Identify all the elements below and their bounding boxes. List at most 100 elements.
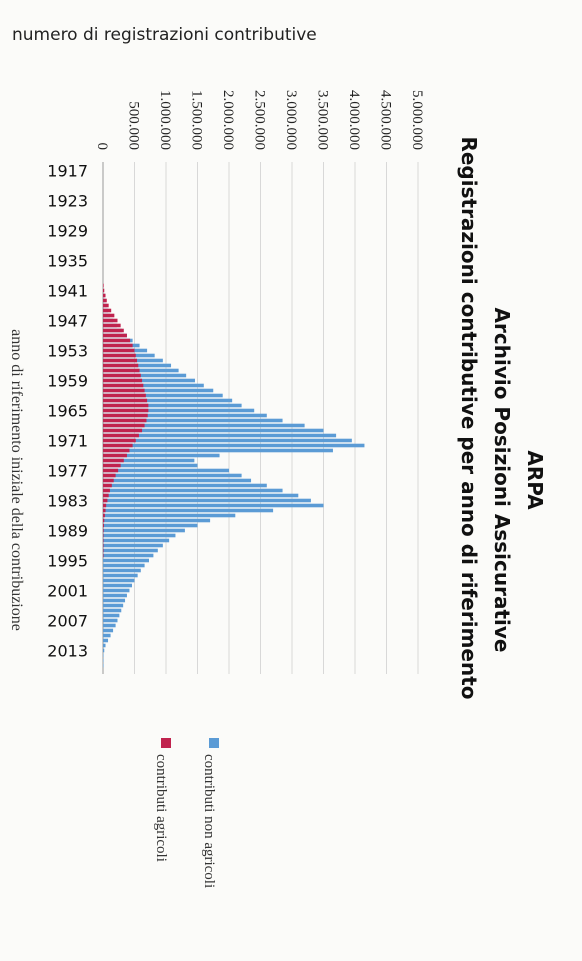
bar-non-agricoli xyxy=(103,488,283,493)
bar-non-agricoli xyxy=(103,503,324,508)
bar-agricoli xyxy=(103,393,146,398)
bar-non-agricoli xyxy=(103,593,127,598)
legend-swatch xyxy=(209,738,219,748)
x-axis-title: anno di riferimento iniziale della contr… xyxy=(8,329,25,631)
y-tick-label: 4.000.000 xyxy=(346,90,362,150)
bar-non-agricoli xyxy=(103,378,195,383)
plot-area xyxy=(102,162,419,674)
bar-non-agricoli xyxy=(103,628,114,633)
bar-agricoli xyxy=(103,483,112,488)
bar-non-agricoli xyxy=(103,443,365,448)
bar-non-agricoli xyxy=(103,398,233,403)
bar-non-agricoli xyxy=(103,473,242,478)
bar-non-agricoli xyxy=(103,643,106,648)
bar-agricoli xyxy=(103,513,105,518)
bar-agricoli xyxy=(103,468,119,473)
bar-agricoli xyxy=(103,508,106,513)
bar-non-agricoli xyxy=(103,553,154,558)
bar-non-agricoli xyxy=(103,573,138,578)
y-tick-label: 0 xyxy=(94,143,110,151)
bar-non-agricoli xyxy=(103,603,124,608)
x-tick-label: 1935 xyxy=(47,252,88,271)
y-tick-label: 4.500.000 xyxy=(378,90,394,150)
bar-non-agricoli xyxy=(103,508,274,513)
bar-non-agricoli xyxy=(103,528,185,533)
bar-non-agricoli xyxy=(103,373,187,378)
bar-agricoli xyxy=(103,418,147,423)
y-tick-label: 2.000.000 xyxy=(220,90,236,150)
y-tick-label: 1.500.000 xyxy=(189,90,205,150)
bar-agricoli xyxy=(103,543,104,548)
y-axis-title: numero di registrazioni contributive xyxy=(12,25,317,45)
bar-non-agricoli xyxy=(103,418,283,423)
x-tick-label: 1929 xyxy=(47,222,88,241)
bar-agricoli xyxy=(103,408,149,413)
chart-text: ARPA Archivio Posizioni Assicurative Regis… xyxy=(8,25,547,888)
bar-non-agricoli xyxy=(103,568,141,573)
bar-non-agricoli xyxy=(103,388,214,393)
bar-agricoli xyxy=(103,378,143,383)
bar-non-agricoli xyxy=(103,483,267,488)
bar-agricoli xyxy=(103,388,145,393)
x-tick-label: 1959 xyxy=(47,372,88,391)
bar-agricoli xyxy=(103,368,140,373)
bar-non-agricoli xyxy=(103,538,170,543)
bar-non-agricoli xyxy=(103,613,120,618)
legend-label: contributi agricoli xyxy=(153,754,169,862)
x-tick-label: 1947 xyxy=(47,312,88,331)
bar-non-agricoli xyxy=(103,543,163,548)
bar-non-agricoli xyxy=(103,653,104,658)
bar-agricoli xyxy=(103,323,121,328)
bar-agricoli xyxy=(103,493,109,498)
bar-non-agricoli xyxy=(103,663,104,668)
y-tick-label: 1.000.000 xyxy=(157,90,173,150)
bar-non-agricoli xyxy=(103,403,242,408)
bar-agricoli xyxy=(103,293,106,298)
bar-agricoli xyxy=(103,428,143,433)
bar-non-agricoli xyxy=(103,533,176,538)
x-tick-label: 1965 xyxy=(47,402,88,421)
bar-agricoli xyxy=(103,443,133,448)
bar-agricoli xyxy=(103,313,115,318)
bar-agricoli xyxy=(103,398,148,403)
x-tick-label: 1941 xyxy=(47,282,88,301)
bar-agricoli xyxy=(103,358,138,363)
x-tick-label: 1971 xyxy=(47,432,88,451)
bar-non-agricoli xyxy=(103,608,122,613)
bar-agricoli xyxy=(103,528,104,533)
legend-label: contributi non agricoli xyxy=(201,754,217,888)
bar-non-agricoli xyxy=(103,393,223,398)
chart-subtitle: Archivio Posizioni Assicurative xyxy=(490,308,514,653)
bar-non-agricoli xyxy=(103,563,145,568)
x-tick-label: 2007 xyxy=(47,612,88,631)
bar-non-agricoli xyxy=(103,438,352,443)
x-tick-label: 1995 xyxy=(47,552,88,571)
bar-non-agricoli xyxy=(103,463,198,468)
bar-agricoli xyxy=(103,553,104,558)
x-tick-label: 1977 xyxy=(47,462,88,481)
bar-non-agricoli xyxy=(103,383,204,388)
bar-agricoli xyxy=(103,338,131,343)
bar-agricoli xyxy=(103,348,135,353)
bar-agricoli xyxy=(103,318,118,323)
bar-non-agricoli xyxy=(103,458,195,463)
bar-agricoli xyxy=(103,538,104,543)
bar-agricoli xyxy=(103,518,105,523)
bar-agricoli xyxy=(103,533,104,538)
x-tick-label: 1953 xyxy=(47,342,88,361)
bar-non-agricoli xyxy=(103,468,229,473)
y-tick-label: 2.500.000 xyxy=(252,90,268,150)
bar-agricoli xyxy=(103,413,148,418)
bar-agricoli xyxy=(103,343,133,348)
bar-non-agricoli xyxy=(103,633,111,638)
bar-agricoli xyxy=(103,488,110,493)
bar-agricoli xyxy=(103,288,105,293)
bar-agricoli xyxy=(103,383,144,388)
bar-agricoli xyxy=(103,548,104,553)
bar-agricoli xyxy=(103,498,108,503)
y-tick-label: 3.500.000 xyxy=(315,90,331,150)
chart-subtitle-2: Registrazioni contributive per anno di r… xyxy=(457,136,481,699)
bar-non-agricoli xyxy=(103,513,236,518)
bar-non-agricoli xyxy=(103,413,267,418)
bar-non-agricoli xyxy=(103,433,337,438)
